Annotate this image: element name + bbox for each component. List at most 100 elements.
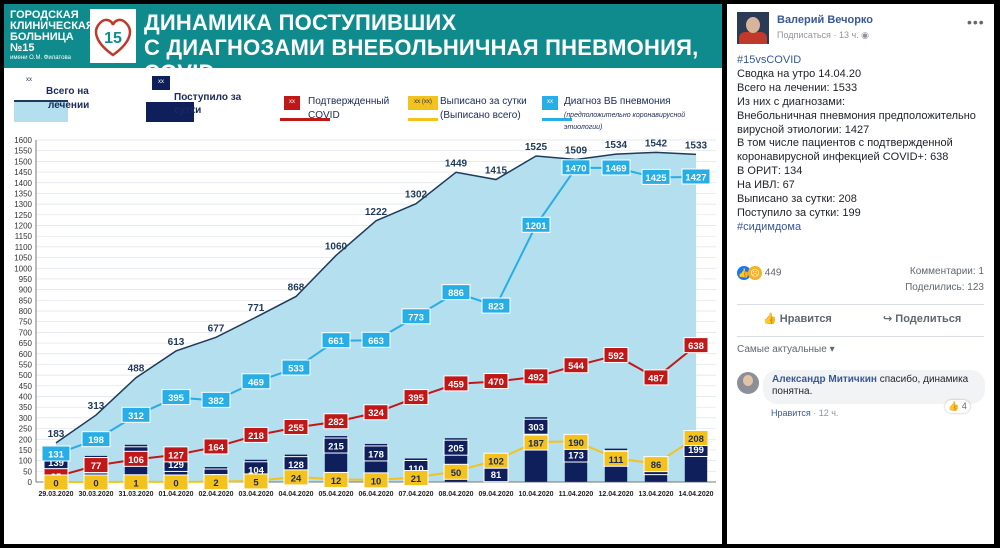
like-button[interactable]: 👍 Нравится <box>763 312 832 325</box>
hashtag-link[interactable]: #15vsCOVID <box>737 54 802 66</box>
title-line-1: ДИНАМИКА ПОСТУПИВШИХ <box>144 10 457 35</box>
y-tick-label: 1450 <box>14 168 32 177</box>
y-tick-label: 1400 <box>14 179 32 188</box>
post-time[interactable]: 13 ч. <box>838 30 859 40</box>
post-meta: Подписаться · 13 ч. ◉ <box>777 30 869 41</box>
post-line: Из них с диагнозами: <box>737 95 846 108</box>
post-line: Всего на лечении: 1533 <box>737 81 858 94</box>
legend-total-marker: xx <box>26 77 32 83</box>
x-tick-label: 10.04.2020 <box>518 491 553 498</box>
discharged-data-label-box <box>483 452 509 469</box>
reactions-summary[interactable]: 👍☹ 449 <box>737 266 781 280</box>
x-tick-label: 14.04.2020 <box>678 491 713 498</box>
confirmed-data-label: 638 <box>688 341 704 352</box>
pneumonia-data-label-box <box>641 168 671 185</box>
y-tick-label: 650 <box>19 339 33 348</box>
post-line: Внебольничная пневмония предположительно <box>737 109 976 122</box>
pneumonia-data-label: 469 <box>248 377 264 388</box>
admitted-data-label: 128 <box>288 460 304 471</box>
more-options-icon[interactable]: ••• <box>967 14 985 30</box>
post-author-name[interactable]: Валерий Вечорко <box>777 14 874 26</box>
total-area <box>56 152 696 482</box>
legend-pneumonia-marker: xx <box>542 96 558 110</box>
confirmed-data-label: 164 <box>208 442 225 453</box>
comment-sort-dropdown[interactable]: Самые актуальные ▾ <box>737 344 835 355</box>
discharged-data-label-box <box>363 472 389 489</box>
hashtag-link[interactable]: #сидимдома <box>737 220 802 233</box>
pneumonia-data-label: 1201 <box>525 221 547 232</box>
admitted-data-label-box <box>443 439 469 456</box>
legend-total-label-1: Всего на <box>46 86 89 97</box>
admitted-data-label-box <box>363 445 389 462</box>
commenter-avatar[interactable] <box>737 372 759 394</box>
pneumonia-data-label: 663 <box>368 336 384 347</box>
legend-pneumonia-label-2: (предположительно коронавирусной этиолог… <box>564 112 686 131</box>
confirmed-data-label: 255 <box>288 423 305 434</box>
y-tick-label: 1000 <box>14 264 32 273</box>
admitted-data-label: 199 <box>688 445 704 456</box>
confirmed-data-label: 324 <box>368 408 385 419</box>
x-tick-label: 04.04.2020 <box>278 491 313 498</box>
combo-chart: 0501001502002503003504004505005506006507… <box>14 136 716 498</box>
legend-discharged-label-2: (Выписано всего) <box>440 110 521 121</box>
discharged-data-label-box <box>323 471 349 488</box>
discharged-data-label: 0 <box>93 479 98 490</box>
confirmed-data-label: 395 <box>408 393 425 404</box>
confirmed-data-label-box <box>683 337 709 354</box>
comment-time[interactable]: 12 ч. <box>818 408 839 418</box>
total-area-line <box>55 151 697 444</box>
total-data-label: 1533 <box>685 140 708 151</box>
total-data-label: 1222 <box>365 207 388 218</box>
pneumonia-data-label: 198 <box>88 435 104 446</box>
discharged-data-label-box <box>283 469 309 486</box>
author-avatar[interactable] <box>737 12 769 44</box>
confirmed-data-label: 487 <box>648 373 664 384</box>
y-tick-label: 450 <box>19 382 33 391</box>
y-tick-label: 950 <box>19 275 33 284</box>
meta-separator: · <box>813 408 819 418</box>
pneumonia-data-label-box <box>321 332 351 349</box>
like-button-label: Нравится <box>779 313 832 325</box>
subscribe-link[interactable]: Подписаться <box>777 30 831 40</box>
total-data-label: 1509 <box>565 145 588 156</box>
pneumonia-data-label-box <box>41 445 71 462</box>
logo-line-2: КЛИНИЧЕСКАЯ <box>10 20 94 32</box>
confirmed-data-label-box <box>203 438 229 455</box>
y-tick-label: 300 <box>19 414 33 423</box>
comment-bubble: Александр Митичкин спасибо, динамика пон… <box>763 370 985 404</box>
pneumonia-data-label: 1427 <box>685 172 706 183</box>
legend-discharged-label-1: Выписано за сутки <box>440 96 527 107</box>
admitted-data-label: 110 <box>408 464 423 475</box>
confirmed-data-label-box <box>243 426 269 443</box>
pneumonia-data-label: 1470 <box>565 163 586 174</box>
legend-admitted-label-1: Поступило за <box>174 92 242 103</box>
comments-count[interactable]: Комментарии: 1 <box>909 266 984 277</box>
comment-actions: Нравится · 12 ч. <box>771 408 838 418</box>
post-body: #15vsCOVID Сводка на утро 14.04.20 Всего… <box>737 54 987 235</box>
total-data-label: 183 <box>48 429 65 440</box>
pneumonia-data-label: 395 <box>168 393 185 404</box>
legend-total-swatch <box>14 100 68 122</box>
confirmed-data-label: 592 <box>608 351 624 362</box>
y-tick-label: 600 <box>19 350 33 359</box>
confirmed-data-label-box <box>163 446 189 463</box>
x-tick-label: 29.03.2020 <box>38 491 73 498</box>
comment-reaction-count: 4 <box>961 401 967 411</box>
commenter-name[interactable]: Александр Митичкин <box>772 374 877 385</box>
pneumonia-data-label-box <box>241 373 271 390</box>
thumbs-up-icon: 👍 <box>763 313 780 325</box>
total-data-label: 1302 <box>405 190 428 201</box>
x-tick-label: 01.04.2020 <box>158 491 193 498</box>
comment-like-button[interactable]: Нравится <box>771 408 811 418</box>
discharged-data-label: 5 <box>253 477 259 488</box>
legend-admitted-swatch <box>146 102 194 122</box>
x-tick-label: 03.04.2020 <box>238 491 273 498</box>
shares-count[interactable]: Поделились: 123 <box>905 282 984 293</box>
confirmed-data-label: 282 <box>328 417 344 428</box>
legend-admitted: xx Поступило за сутки <box>144 74 254 124</box>
logo-mark-text: 15 <box>104 30 122 47</box>
share-button[interactable]: ↪ Поделиться <box>883 312 961 325</box>
comment-reactions[interactable]: 👍 4 <box>945 400 970 413</box>
pneumonia-data-label-box <box>601 159 631 176</box>
x-tick-label: 30.03.2020 <box>78 491 113 498</box>
